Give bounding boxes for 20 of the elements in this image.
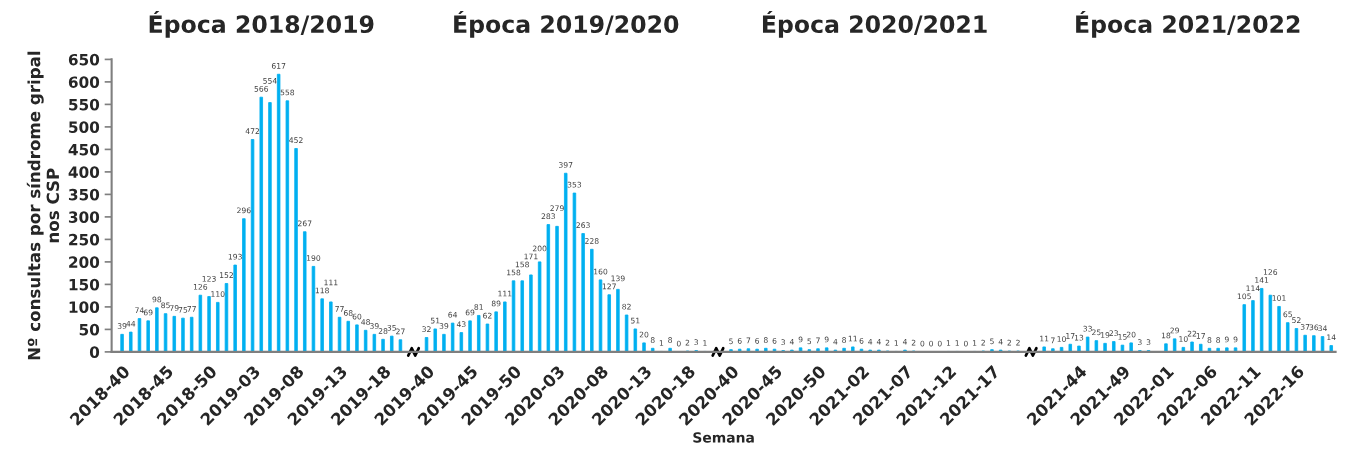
y-tick-label: 200	[69, 256, 100, 268]
x-axis-title: Semana	[693, 432, 754, 443]
y-tick-label: 450	[68, 143, 100, 156]
text: Época 2020/2021	[762, 10, 987, 38]
y-tick-label: 550	[69, 98, 100, 111]
y-tick-label: 250	[69, 233, 100, 246]
y-tick-label: 650	[68, 53, 100, 66]
y-tick-label: 0	[89, 346, 100, 358]
text: Época 2018/2019	[149, 10, 374, 38]
text: Época 2019/2020	[454, 10, 679, 38]
y-tick-label: 100	[69, 301, 100, 313]
y-tick-label: 50	[79, 323, 100, 336]
y-axis-title: Nº consultas por síndrome gripal nos CSP	[26, 51, 60, 360]
y-tick-label: 150	[69, 278, 100, 291]
text: Época 2021/2022	[1076, 10, 1300, 38]
y-tick-label: 500	[69, 121, 100, 133]
y-tick-label: 600	[68, 76, 100, 88]
y-tick-label: 400	[68, 166, 100, 178]
y-tick-label: 350	[68, 188, 100, 201]
y-tick-label: 300	[68, 211, 100, 223]
